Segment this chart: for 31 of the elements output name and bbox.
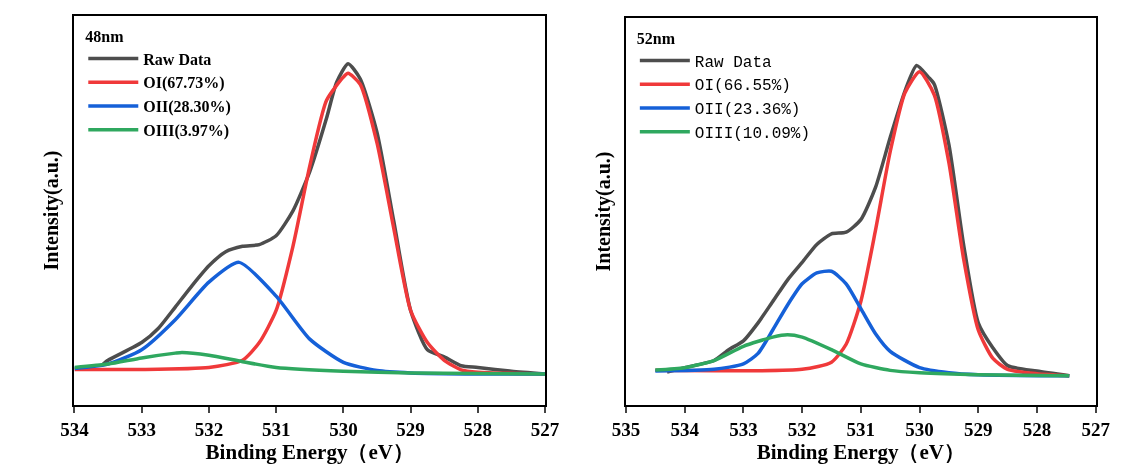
x-tick-label: 530 bbox=[905, 418, 934, 440]
x-tick-label: 534 bbox=[60, 418, 90, 440]
y-axis-title: Intensity(a.u.) bbox=[40, 150, 64, 271]
legend-title: 52nm bbox=[636, 29, 676, 47]
x-tick-label: 535 bbox=[611, 418, 641, 440]
x-tick-label: 528 bbox=[1022, 418, 1052, 440]
legend-label: OII(28.30%) bbox=[143, 98, 231, 117]
x-tick-label: 529 bbox=[964, 418, 993, 440]
x-tick-label: 531 bbox=[261, 418, 291, 440]
x-tick-label: 528 bbox=[463, 418, 493, 440]
legend-label: OII(23.36%) bbox=[694, 101, 801, 120]
x-tick-label: 529 bbox=[396, 418, 425, 440]
legend-label: Raw Data bbox=[694, 53, 773, 72]
x-tick-label: 531 bbox=[846, 418, 876, 440]
x-tick-label: 533 bbox=[729, 418, 758, 440]
x-tick-label: 532 bbox=[787, 418, 817, 440]
x-tick-label: 530 bbox=[329, 418, 358, 440]
x-tick-label: 532 bbox=[194, 418, 224, 440]
legend-label: OIII(10.09%) bbox=[694, 125, 811, 144]
x-axis-title: Binding Energy（eV） bbox=[756, 439, 965, 464]
x-axis-title: Binding Energy（eV） bbox=[205, 439, 414, 464]
legend-title: 48nm bbox=[85, 27, 125, 45]
x-tick-label: 534 bbox=[670, 418, 700, 440]
legend-label: OIII(3.97%) bbox=[143, 122, 230, 141]
legend-label: Raw Data bbox=[143, 50, 212, 68]
x-tick-label: 533 bbox=[127, 418, 156, 440]
legend-label: OI(67.73%) bbox=[143, 74, 225, 93]
y-axis-title: Intensity(a.u.) bbox=[591, 151, 615, 272]
x-tick-label: 527 bbox=[1081, 418, 1111, 440]
x-tick-label: 527 bbox=[530, 418, 560, 440]
legend-label: OI(66.55%) bbox=[694, 77, 791, 96]
